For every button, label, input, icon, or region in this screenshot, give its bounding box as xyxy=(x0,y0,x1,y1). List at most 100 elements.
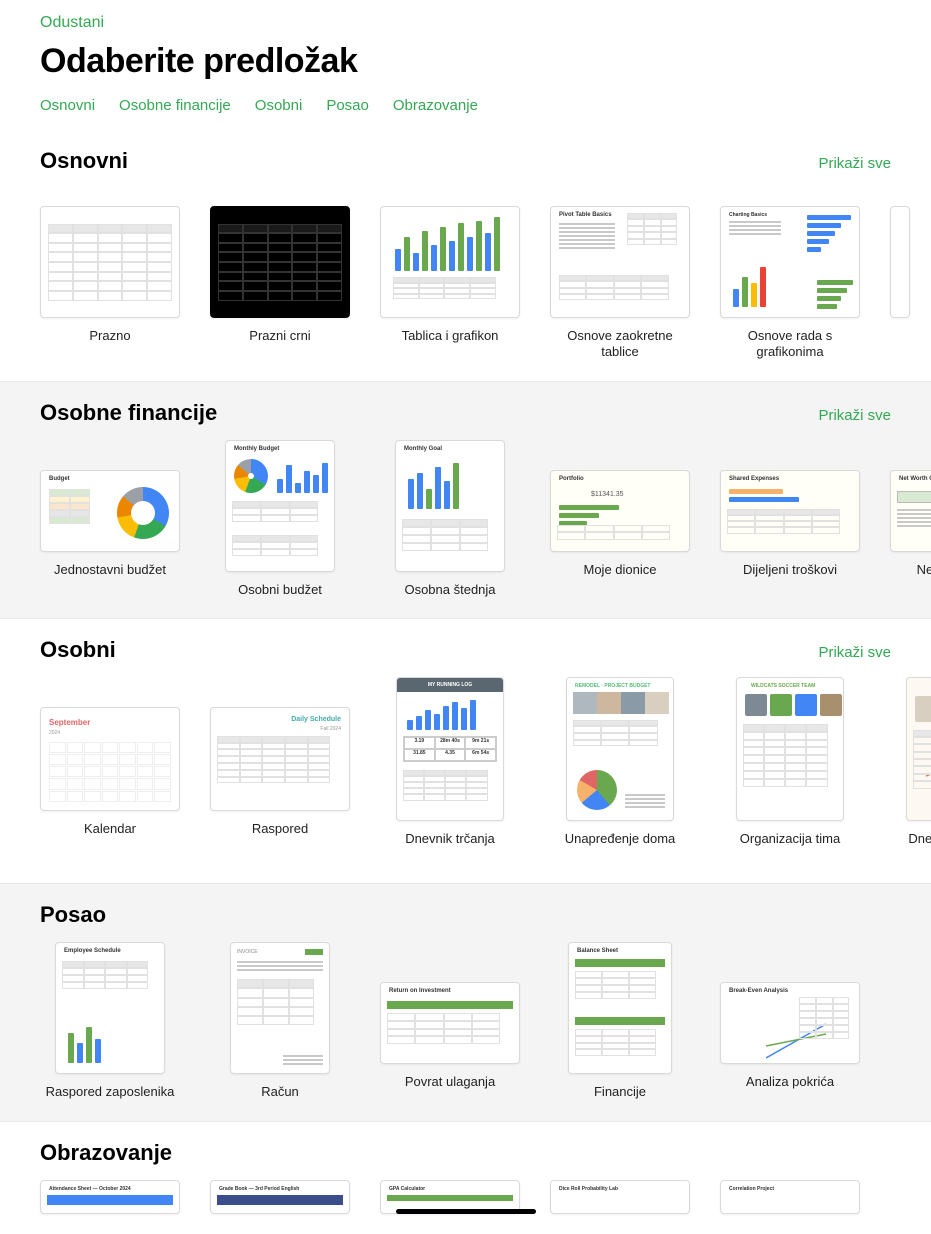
thumb-title: GPA Calculator xyxy=(389,1186,425,1192)
template-blank[interactable]: Prazno xyxy=(40,206,180,361)
thumb-title: Return on Investment xyxy=(389,988,451,994)
template-charting[interactable]: Charting Basics xyxy=(720,206,860,361)
template-label: Dnevnik trčanja xyxy=(405,831,495,847)
home-indicator xyxy=(396,1209,536,1214)
template-label: Povrat ulaganja xyxy=(405,1074,495,1090)
section-basic-title: Osnovni xyxy=(40,148,128,174)
thumb-title: Charting Basics xyxy=(729,212,767,218)
template-label: Dnevnik djetetova razvoja xyxy=(890,831,931,864)
template-schedule[interactable]: Daily Schedule Fall 2024 Raspored xyxy=(210,677,350,864)
template-label: Financije xyxy=(594,1084,646,1100)
thumb-title: REMODEL · PROJECT BUDGET xyxy=(575,683,650,689)
template-label: Osnove rada s grafikonima xyxy=(720,328,860,361)
thumb-title: Shared Expenses xyxy=(729,476,779,482)
thumb-title: Correlation Project xyxy=(729,1186,774,1192)
section-finance: Osobne financije Prikaži sve Budget xyxy=(0,381,931,618)
template-simple-budget[interactable]: Budget Jednostavni budžet xyxy=(40,440,180,598)
template-label: Unapređenje doma xyxy=(565,831,676,847)
template-label: Tablica i grafikon xyxy=(402,328,499,344)
section-education-title: Obrazovanje xyxy=(40,1140,172,1166)
baby-photo-icon xyxy=(915,696,931,722)
section-business: Posao Employee Schedule Raspored za xyxy=(0,883,931,1120)
template-label: Analiza pokrića xyxy=(746,1074,834,1090)
tab-basic[interactable]: Osnovni xyxy=(40,97,95,114)
thumb-title: Dice Roll Probability Lab xyxy=(559,1186,618,1192)
stocks-value: $11341.35 xyxy=(591,491,624,498)
section-personal: Osobni Prikaži sve September 2024 Kalend… xyxy=(0,618,931,884)
section-education: Obrazovanje Attendance Sheet — October 2… xyxy=(0,1121,931,1234)
template-team[interactable]: WILDCATS SOCCER TEAM Organizacija xyxy=(720,677,860,864)
thumb-title: Monthly Budget xyxy=(234,446,279,452)
template-employee-schedule[interactable]: Employee Schedule Raspored zaposlenika xyxy=(40,942,180,1100)
section-basic: Osnovni Prikaži sve Prazno xyxy=(0,130,931,381)
thumb-title: WILDCATS SOCCER TEAM xyxy=(751,683,815,689)
tab-education[interactable]: Obrazovanje xyxy=(393,97,478,114)
template-shared-expenses[interactable]: Shared Expenses Dijeljeni troškovi xyxy=(720,440,860,598)
template-label: Organizacija tima xyxy=(740,831,840,847)
tab-finance[interactable]: Osobne financije xyxy=(119,97,231,114)
thumb-sub: Fall 2024 xyxy=(320,726,341,732)
template-net-worth[interactable]: Net Worth Overview Neto vrijednost xyxy=(890,440,931,598)
cancel-button[interactable]: Odustani xyxy=(0,0,931,32)
thumb-title: Pivot Table Basics xyxy=(559,212,612,218)
template-balance[interactable]: Balance Sheet xyxy=(550,942,690,1100)
template-pivot[interactable]: Pivot Table Basics xyxy=(550,206,690,361)
thumb-title: Daily Schedule xyxy=(291,716,341,723)
section-business-title: Posao xyxy=(40,902,106,928)
thumb-title: MY RUNNING LOG xyxy=(397,678,503,692)
thumb-title: Portfolio xyxy=(559,476,584,482)
tab-personal[interactable]: Osobni xyxy=(255,97,303,114)
template-label: Osobni budžet xyxy=(238,582,322,598)
template-correlation[interactable]: Correlation Project xyxy=(720,1180,860,1214)
show-all-finance[interactable]: Prikaži sve xyxy=(818,407,891,424)
template-savings[interactable]: Monthly Goal Osobna štednja xyxy=(380,440,520,598)
template-label: Raspored zaposlenika xyxy=(46,1084,175,1100)
show-all-personal[interactable]: Prikaži sve xyxy=(818,644,891,661)
thumb-title: Grade Book — 3rd Period English xyxy=(219,1186,299,1192)
thumb-title: Balance Sheet xyxy=(577,948,618,954)
template-label: Dijeljeni troškovi xyxy=(743,562,837,578)
template-home-improvement[interactable]: REMODEL · PROJECT BUDGET Unapređenje dom… xyxy=(550,677,690,864)
donut-icon xyxy=(234,459,268,493)
thumb-title: Net Worth Overview xyxy=(899,476,931,482)
page-title: Odaberite predložak xyxy=(0,32,931,97)
section-finance-title: Osobne financije xyxy=(40,400,217,426)
section-personal-title: Osobni xyxy=(40,637,116,663)
thumb-title: Attendance Sheet — October 2024 xyxy=(49,1186,131,1192)
thumb-title: INVOICE xyxy=(237,949,258,955)
cal-year: 2024 xyxy=(49,730,60,736)
template-label: Osobna štednja xyxy=(404,582,495,598)
tab-business[interactable]: Posao xyxy=(326,97,369,114)
thumb-title: Budget xyxy=(49,476,70,482)
template-label: Neto vrijednost xyxy=(917,562,931,578)
template-invoice[interactable]: INVOICE Račun xyxy=(210,942,350,1100)
category-tabs: Osnovni Osobne financije Osobni Posao Ob… xyxy=(0,97,931,130)
template-label: Kalendar xyxy=(84,821,136,837)
template-stocks[interactable]: Portfolio $11341.35 Moje dionice xyxy=(550,440,690,598)
template-breakeven[interactable]: Break-Even Analysis xyxy=(720,942,860,1100)
template-label: Račun xyxy=(261,1084,299,1100)
template-personal-budget[interactable]: Monthly Budget xyxy=(210,440,350,598)
pie-icon xyxy=(577,770,617,810)
template-label: Osnove zaokretne tablice xyxy=(550,328,690,361)
donut-icon xyxy=(117,487,169,539)
template-gradebook[interactable]: Grade Book — 3rd Period English xyxy=(210,1180,350,1214)
thumb-title: Break-Even Analysis xyxy=(729,988,788,994)
template-label: Moje dionice xyxy=(584,562,657,578)
show-all-basic[interactable]: Prikaži sve xyxy=(818,155,891,172)
thumb-title: Monthly Goal xyxy=(404,446,442,452)
template-label: Raspored xyxy=(252,821,308,837)
thumb-title: Baby's First Year xyxy=(907,684,931,690)
template-baby[interactable]: Baby's First Year xyxy=(890,677,931,864)
template-roi[interactable]: Return on Investment Povrat ulaganja xyxy=(380,942,520,1100)
cal-month: September xyxy=(49,718,90,727)
template-dice[interactable]: Dice Roll Probability Lab xyxy=(550,1180,690,1214)
template-running[interactable]: MY RUNNING LOG 3.19 28m 40s 9m 21s 31.85… xyxy=(380,677,520,864)
template-attendance[interactable]: Attendance Sheet — October 2024 xyxy=(40,1180,180,1214)
thumb-title: Employee Schedule xyxy=(64,948,121,954)
template-label: Prazni crni xyxy=(249,328,310,344)
template-blank-black[interactable]: Prazni crni xyxy=(210,206,350,361)
template-peek[interactable] xyxy=(890,206,910,361)
template-table-chart[interactable]: Tablica i grafikon xyxy=(380,206,520,361)
template-calendar[interactable]: September 2024 Kalendar xyxy=(40,677,180,864)
